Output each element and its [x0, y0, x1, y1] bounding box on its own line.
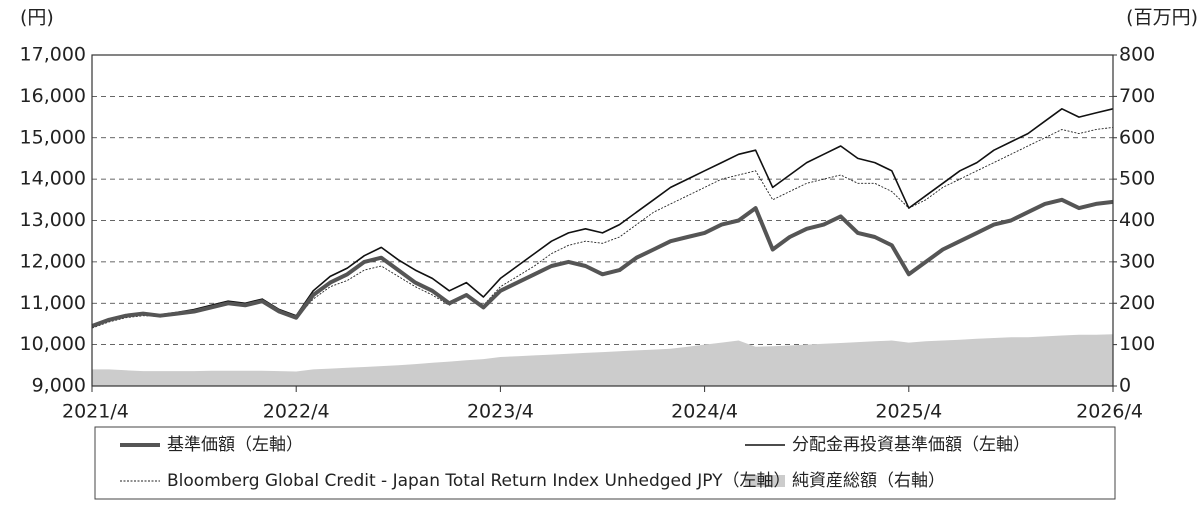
x-tick-label: 2024/4 [671, 401, 738, 423]
legend-label: 純資産総額（右軸） [792, 471, 945, 491]
legend-label: Bloomberg Global Credit - Japan Total Re… [167, 471, 791, 491]
y-tick-label: 10,000 [20, 333, 86, 355]
y-tick-label: 16,000 [20, 85, 86, 107]
x-tick-label: 2026/4 [1076, 401, 1143, 423]
x-tick-label: 2025/4 [875, 401, 942, 423]
y-axis-label: (円) [20, 7, 54, 29]
x-tick-label: 2022/4 [263, 401, 330, 423]
y-tick-label: 12,000 [20, 250, 86, 272]
legend-swatch [745, 475, 785, 487]
y2-tick-label: 200 [1119, 292, 1155, 314]
y-tick-label: 9,000 [32, 375, 86, 397]
x-tick-label: 2021/4 [62, 401, 129, 423]
y2-tick-label: 300 [1119, 250, 1155, 272]
y-tick-label: 15,000 [20, 126, 86, 148]
y2-tick-label: 500 [1119, 168, 1155, 190]
area [92, 334, 1113, 386]
y-tick-label: 14,000 [20, 168, 86, 190]
y2-tick-label: 800 [1119, 44, 1155, 66]
y-tick-label: 11,000 [20, 292, 86, 314]
y-tick-label: 17,000 [20, 44, 86, 66]
y2-tick-label: 600 [1119, 126, 1155, 148]
y2-tick-label: 700 [1119, 85, 1155, 107]
line [91, 108, 1114, 327]
line [91, 197, 1114, 328]
line [91, 126, 1114, 329]
y-tick-label: 13,000 [20, 209, 86, 231]
y2-tick-label: 0 [1119, 375, 1131, 397]
x-tick-label: 2023/4 [467, 401, 534, 423]
legend-label: 基準価額（左軸） [167, 435, 303, 455]
y2-tick-label: 400 [1119, 209, 1155, 231]
y2-axis-label: (百万円) [1126, 7, 1198, 29]
y2-tick-label: 100 [1119, 333, 1155, 355]
plot-frame [91, 54, 1114, 387]
legend-box [94, 426, 1116, 500]
legend-label: 分配金再投資基準価額（左軸） [792, 435, 1030, 455]
